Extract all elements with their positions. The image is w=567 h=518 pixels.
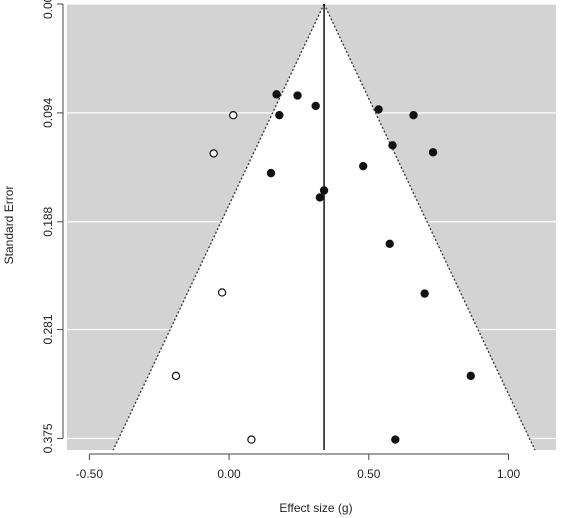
y-tick-label-1: 0.094 xyxy=(41,98,55,128)
y-tick-label-0: 0.000 xyxy=(41,0,55,19)
x-axis-title: Effect size (g) xyxy=(279,501,352,515)
filled-point-15 xyxy=(391,435,400,444)
filled-point-1 xyxy=(293,91,302,100)
filled-point-5 xyxy=(409,111,418,120)
x-tick-label-2: 0.50 xyxy=(357,467,381,481)
filled-point-7 xyxy=(428,148,438,157)
filled-point-10 xyxy=(319,186,329,195)
y-tick-label-2: 0.188 xyxy=(41,206,55,236)
filled-point-9 xyxy=(266,168,276,178)
filled-point-3 xyxy=(275,111,284,120)
x-tick-label-0: -0.50 xyxy=(76,467,104,481)
open-point-1 xyxy=(209,149,218,158)
filled-point-0 xyxy=(272,90,281,99)
open-point-4 xyxy=(247,435,256,444)
y-axis-title: Standard Error xyxy=(2,186,16,265)
x-tick-label-1: 0.00 xyxy=(217,467,241,481)
x-tick-label-3: 1.00 xyxy=(497,467,521,481)
filled-point-4 xyxy=(374,105,383,114)
filled-point-13 xyxy=(420,289,429,298)
filled-point-14 xyxy=(466,371,475,381)
y-tick-label-4: 0.375 xyxy=(41,423,55,453)
filled-point-11 xyxy=(315,193,325,202)
open-point-3 xyxy=(171,371,181,381)
open-point-2 xyxy=(217,288,227,297)
filled-point-2 xyxy=(311,101,320,111)
filled-point-6 xyxy=(388,141,397,150)
open-point-0 xyxy=(229,111,238,120)
filled-point-12 xyxy=(385,239,394,248)
filled-point-8 xyxy=(358,161,368,171)
y-tick-label-3: 0.281 xyxy=(41,314,55,344)
